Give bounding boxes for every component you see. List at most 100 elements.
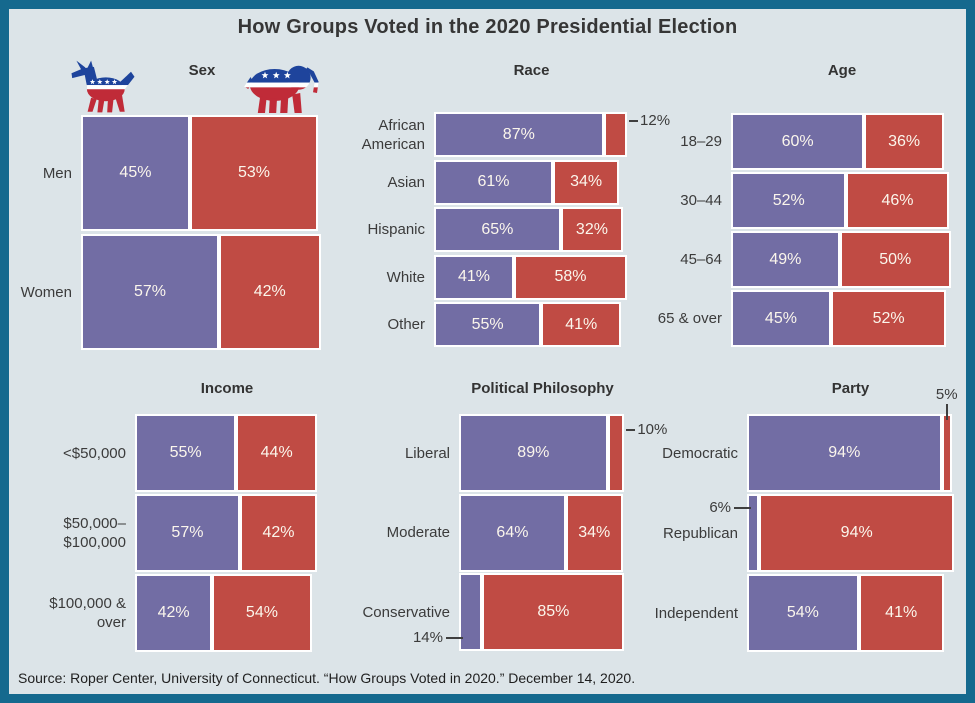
panel-title: Sex	[188, 62, 216, 79]
democratic-segment: 61%	[434, 159, 553, 205]
republican-segment	[607, 414, 625, 492]
segment-value: 65%	[481, 220, 514, 238]
democratic-segment: 41%	[434, 254, 514, 300]
segment-value: 94%	[828, 444, 861, 461]
republican-segment: 36%	[864, 113, 945, 170]
category-row: Republican 94%	[642, 494, 954, 572]
segment-value: 53%	[238, 164, 271, 181]
category-label: Men	[42, 164, 72, 182]
stacked-bar: 45% 52%	[731, 290, 953, 347]
republican-segment	[941, 414, 952, 492]
panel-title: Income	[200, 380, 254, 397]
segment-value: 61%	[477, 173, 510, 190]
republican-segment: 34%	[552, 159, 620, 205]
category-label: Other	[387, 316, 425, 333]
category-label: Hispanic	[367, 221, 425, 238]
stacked-bar: 52% 46%	[731, 172, 953, 229]
category-row: $100,000 & over 42% 54%	[15, 574, 319, 652]
republican-segment: 44%	[236, 414, 318, 492]
stacked-bar: 64% 34%	[459, 493, 626, 572]
panel-title: Race	[513, 62, 550, 79]
segment-value: 42%	[262, 524, 295, 541]
segment-value: 36%	[888, 132, 921, 150]
segment-value: 52%	[772, 191, 805, 209]
stacked-bar: 57% 42%	[81, 234, 323, 350]
segment-value: 34%	[570, 173, 603, 190]
segment-value: 94%	[840, 524, 873, 541]
segment-value: 45%	[119, 164, 152, 181]
stacked-bar: 85%	[459, 573, 626, 651]
category-row: Conservative 85%	[354, 573, 626, 651]
callout-value: 10%	[637, 420, 668, 438]
stacked-bar: 94%	[747, 494, 954, 572]
democratic-segment: 42%	[135, 574, 213, 652]
segment-value: 55%	[471, 315, 504, 333]
callout-line	[629, 120, 639, 122]
stacked-bar: 55% 41%	[434, 302, 629, 347]
callout-value: 12%	[640, 112, 671, 129]
category-label: $100,000 & over	[49, 595, 126, 631]
republican-segment: 42%	[218, 234, 321, 350]
republican-segment: 41%	[858, 574, 944, 652]
segment-value: 41%	[885, 604, 918, 621]
category-label: 18–29	[680, 133, 722, 150]
category-label: Independent	[654, 604, 738, 622]
stacked-bar: 41% 58%	[434, 254, 629, 300]
republican-segment: 32%	[560, 207, 624, 252]
republican-segment: 94%	[759, 494, 954, 572]
segment-value: 42%	[253, 283, 286, 300]
democratic-segment: 55%	[135, 414, 237, 492]
category-label: Asian	[387, 173, 425, 191]
bar-rows: <$50,000 55% 44% $50,000– $100,000 57% 42% $10…	[15, 414, 319, 654]
republican-segment: 54%	[212, 574, 312, 652]
category-row: 65 & over 45% 52%	[626, 290, 953, 347]
democratic-segment	[459, 573, 483, 651]
democratic-segment: 45%	[731, 290, 831, 347]
category-label: Republican	[662, 524, 738, 542]
category-row: Liberal 89%	[354, 414, 626, 492]
segment-value: 44%	[260, 444, 293, 461]
segment-value: 50%	[879, 250, 912, 268]
category-row: 30–44 52% 46%	[626, 172, 953, 229]
category-label: $50,000– $100,000	[63, 515, 126, 551]
republican-segment: 34%	[565, 493, 623, 572]
chart-title: How Groups Voted in the 2020 Presidentia…	[237, 16, 738, 38]
category-row: 18–29 60% 36%	[626, 113, 953, 170]
callout-line	[626, 428, 636, 431]
democratic-segment	[747, 494, 760, 572]
category-label: Democratic	[662, 444, 738, 462]
segment-value: 60%	[781, 132, 814, 150]
segment-value: 34%	[578, 523, 611, 541]
category-label: Women	[20, 283, 72, 301]
category-row: $50,000– $100,000 57% 42%	[15, 494, 319, 572]
segment-value: 54%	[245, 604, 278, 621]
callout-value: 6%	[709, 499, 731, 517]
segment-value: 49%	[769, 250, 802, 268]
stacked-bar: 42% 54%	[135, 574, 319, 652]
category-row: African American 87%	[329, 112, 629, 157]
democratic-segment: 64%	[459, 493, 566, 572]
segment-value: 64%	[496, 523, 529, 541]
democratic-segment: 87%	[434, 112, 604, 157]
democratic-segment: 52%	[731, 172, 847, 229]
democratic-segment: 57%	[135, 494, 240, 572]
republican-segment: 58%	[513, 254, 628, 300]
segment-value: 41%	[457, 268, 490, 285]
panel-title: Age	[827, 62, 857, 79]
segment-value: 54%	[786, 604, 819, 621]
callout-line	[734, 507, 751, 510]
panel-title: Political Philosophy	[471, 380, 614, 397]
segment-value: 55%	[169, 444, 202, 461]
segment-value: 46%	[881, 191, 914, 209]
category-label: Conservative	[362, 603, 450, 621]
republican-segment	[603, 112, 628, 157]
segment-value: 42%	[157, 604, 190, 621]
segment-value: 58%	[554, 268, 587, 285]
category-label: African American	[361, 116, 425, 153]
segment-value: 89%	[517, 444, 550, 461]
segment-value: 41%	[565, 315, 598, 333]
stacked-bar: 89%	[459, 414, 626, 492]
stacked-bar: 94%	[747, 414, 954, 492]
stacked-bar: 87%	[434, 112, 629, 157]
